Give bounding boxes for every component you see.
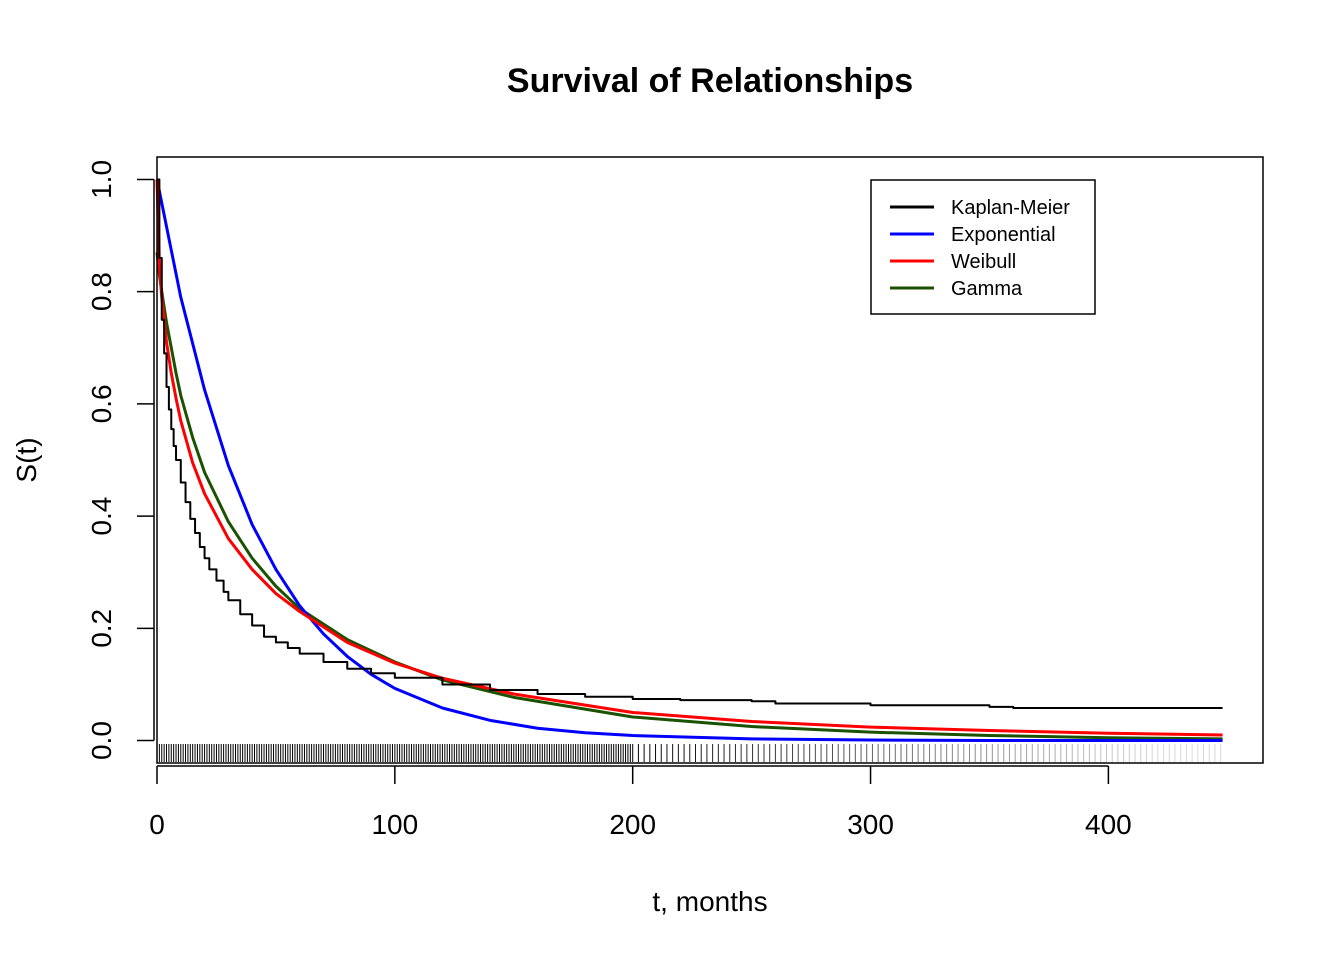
y-tick-label: 0.0 [86, 721, 117, 760]
x-tick-label: 100 [371, 809, 418, 840]
x-tick-label: 0 [149, 809, 165, 840]
series-kaplan-meier-line [157, 178, 1223, 710]
x-tick-label: 400 [1085, 809, 1132, 840]
y-tick-label: 1.0 [86, 160, 117, 199]
series-gamma-line [155, 252, 1223, 741]
legend-label-exponential: Exponential [951, 224, 1056, 246]
legend-label-weibull: Weibull [951, 251, 1016, 273]
axes: 0 100 200 300 400 0.0 0.2 0.4 0.6 0.8 1.0 [86, 156, 1264, 840]
legend-box [870, 179, 1096, 315]
y-axis-label: S(t) [11, 437, 42, 482]
legend: Kaplan-Meier Exponential Weibull Gamma [870, 179, 1096, 315]
plot-frame [156, 156, 1264, 764]
series-weibull-line [155, 179, 1223, 737]
y-tick-label: 0.6 [86, 384, 117, 423]
x-tick-label: 200 [609, 809, 656, 840]
y-tick-label: 0.8 [86, 272, 117, 311]
chart-title: Survival of Relationships [507, 62, 913, 100]
x-axis-label: t, months [652, 886, 767, 917]
legend-label-gamma: Gamma [951, 278, 1023, 300]
y-tick-label: 0.4 [86, 497, 117, 536]
x-tick-label: 300 [847, 809, 894, 840]
y-tick-label: 0.2 [86, 609, 117, 648]
series-exponential-line [155, 179, 1223, 743]
plot-area [155, 178, 1223, 762]
legend-label-kaplan-meier: Kaplan-Meier [951, 197, 1070, 219]
rug-marks [156, 744, 1222, 762]
